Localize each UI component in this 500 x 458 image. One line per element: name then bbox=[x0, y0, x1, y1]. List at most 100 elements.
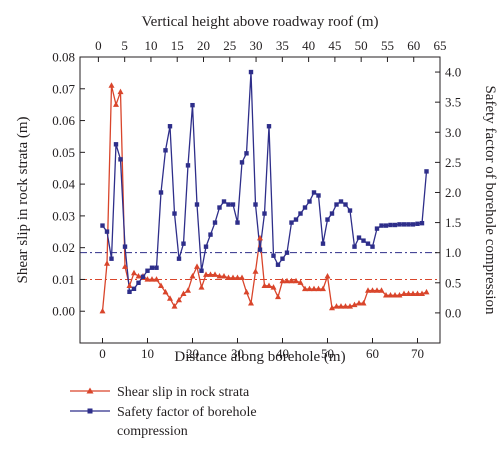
marker-triangle bbox=[203, 271, 209, 277]
marker-triangle bbox=[144, 276, 151, 282]
marker-triangle bbox=[360, 299, 367, 306]
y-left-tick-label: 0.04 bbox=[52, 177, 75, 192]
y-left-tick-label: 0.03 bbox=[52, 208, 75, 223]
marker-square bbox=[154, 265, 159, 270]
marker-square bbox=[370, 244, 375, 249]
marker-triangle bbox=[185, 287, 191, 293]
marker-square bbox=[248, 69, 254, 75]
marker-square bbox=[122, 244, 128, 249]
marker-square bbox=[284, 250, 290, 255]
marker-triangle bbox=[225, 274, 232, 281]
marker-triangle bbox=[131, 269, 137, 276]
marker-square bbox=[257, 247, 263, 252]
marker-square bbox=[167, 124, 173, 129]
y-right-tick-label: 1.0 bbox=[445, 245, 461, 260]
marker-square bbox=[131, 286, 137, 292]
marker-square bbox=[190, 102, 195, 108]
x-top-tick-label: 25 bbox=[223, 38, 236, 53]
x-top-tick-label: 0 bbox=[95, 38, 102, 53]
marker-square bbox=[158, 190, 164, 195]
marker-triangle bbox=[414, 290, 421, 296]
x-bottom-tick-label: 70 bbox=[411, 346, 424, 361]
marker-square bbox=[100, 223, 105, 228]
marker-square bbox=[239, 160, 245, 165]
marker-triangle bbox=[342, 303, 349, 309]
x-top-tick-label: 40 bbox=[302, 38, 315, 53]
marker-square bbox=[266, 124, 272, 129]
marker-triangle bbox=[198, 284, 205, 290]
marker-triangle bbox=[126, 282, 133, 288]
marker-square bbox=[172, 211, 177, 216]
marker-triangle bbox=[113, 101, 119, 107]
y-left-tick-label: 0.07 bbox=[52, 81, 75, 96]
marker-triangle bbox=[410, 290, 416, 296]
marker-triangle bbox=[158, 282, 164, 288]
y-left-tick-label: 0.08 bbox=[52, 50, 75, 65]
marker-triangle bbox=[221, 272, 227, 279]
x-top-tick-label: 15 bbox=[171, 38, 184, 53]
y-axis-title-left: Shear slip in rock strata (m) bbox=[15, 116, 31, 283]
legend-label-safety-factor: Safety factor of borehole compression bbox=[117, 405, 260, 439]
x-top-tick-label: 35 bbox=[276, 38, 289, 53]
marker-square bbox=[262, 211, 267, 216]
x-top-tick-label: 65 bbox=[434, 38, 447, 53]
marker-triangle bbox=[239, 274, 245, 281]
right-axis: 0.0 0.5 1.0 1.5 2.0 2.5 3.0 3.5 4.0 bbox=[435, 65, 461, 320]
marker-triangle bbox=[279, 277, 286, 284]
marker-square bbox=[271, 253, 276, 258]
y-right-tick-label: 0.0 bbox=[445, 305, 461, 320]
marker-triangle bbox=[392, 292, 398, 298]
marker-square bbox=[307, 199, 312, 204]
marker-triangle bbox=[261, 282, 268, 288]
marker-square bbox=[181, 241, 186, 246]
marker-square bbox=[316, 193, 321, 198]
marker-square bbox=[109, 256, 114, 261]
marker-triangle bbox=[176, 296, 182, 303]
marker-triangle bbox=[288, 277, 295, 284]
marker-triangle bbox=[333, 303, 340, 309]
marker-square bbox=[149, 265, 155, 270]
left-axis: 0.00 0.01 0.02 0.03 0.04 0.05 0.06 0.07 0.08 bbox=[52, 50, 85, 319]
marker-square bbox=[329, 211, 335, 216]
marker-triangle bbox=[212, 271, 218, 277]
x-top-tick-label: 45 bbox=[328, 38, 341, 53]
marker-triangle bbox=[347, 303, 353, 309]
marker-triangle bbox=[401, 290, 407, 296]
y-left-tick-label: 0.06 bbox=[52, 113, 75, 128]
marker-triangle bbox=[153, 276, 160, 282]
marker-triangle bbox=[122, 263, 128, 269]
marker-square bbox=[338, 199, 344, 204]
y-right-tick-label: 4.0 bbox=[445, 65, 461, 80]
marker-triangle bbox=[207, 271, 214, 277]
legend-item-shear-slip: Shear slip in rock strata bbox=[70, 385, 250, 400]
marker-triangle bbox=[302, 285, 308, 292]
marker-triangle bbox=[369, 287, 376, 293]
marker-square bbox=[212, 220, 218, 225]
marker-square bbox=[356, 235, 362, 240]
marker-triangle bbox=[338, 303, 344, 309]
marker-triangle bbox=[311, 285, 317, 292]
marker-square bbox=[347, 208, 353, 213]
marker-square bbox=[302, 205, 308, 210]
marker-triangle bbox=[356, 299, 362, 306]
legend-item-safety-factor: Safety factor of borehole compression bbox=[70, 405, 260, 439]
marker-square bbox=[289, 220, 294, 225]
marker-square bbox=[244, 151, 249, 156]
x-bottom-tick-label: 40 bbox=[276, 346, 289, 361]
marker-triangle bbox=[383, 292, 389, 298]
marker-square bbox=[410, 222, 416, 227]
marker-square bbox=[365, 241, 371, 246]
marker-square bbox=[163, 148, 168, 153]
y-right-tick-label: 2.5 bbox=[445, 155, 461, 170]
marker-square bbox=[194, 202, 200, 207]
marker-square bbox=[361, 238, 366, 243]
marker-triangle bbox=[194, 263, 200, 269]
marker-square bbox=[320, 241, 326, 246]
marker-triangle bbox=[351, 301, 358, 308]
marker-triangle bbox=[216, 272, 223, 279]
marker-square bbox=[343, 202, 348, 207]
bottom-axis: 0 10 20 30 40 50 60 70 bbox=[99, 338, 424, 361]
marker-square bbox=[374, 226, 380, 231]
marker-square bbox=[293, 217, 299, 222]
